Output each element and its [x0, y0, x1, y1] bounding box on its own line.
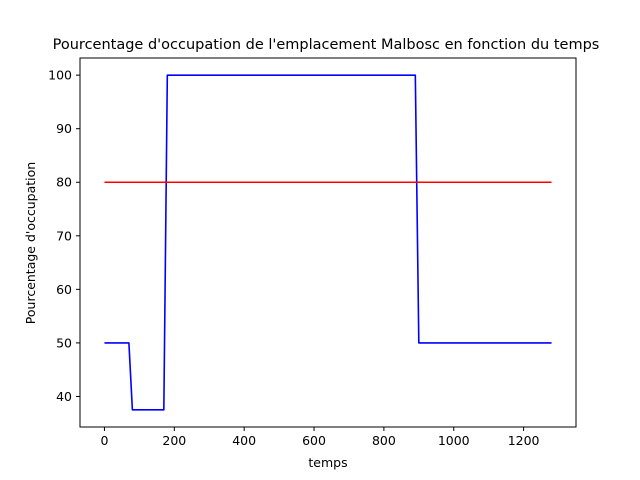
y-tick-label: 70: [56, 228, 72, 243]
y-tick-label: 60: [56, 282, 72, 297]
y-tick-label: 40: [56, 389, 72, 404]
x-tick-label: 800: [372, 433, 396, 448]
y-tick-label: 80: [56, 175, 72, 190]
series-layer: [104, 74, 552, 411]
y-tick-label: 100: [48, 68, 72, 83]
x-axis-ticks: 0 200 400 600 800 1000 1200: [100, 427, 540, 448]
y-axis-label: Pourcentage d'occupation: [23, 162, 38, 324]
y-tick-label: 90: [56, 121, 72, 136]
x-tick-label: 600: [302, 433, 326, 448]
x-tick-label: 200: [162, 433, 186, 448]
y-tick-label: 50: [56, 335, 72, 350]
x-axis-label: temps: [308, 455, 347, 470]
chart-title: Pourcentage d'occupation de l'emplacemen…: [53, 37, 600, 53]
x-tick-label: 1000: [438, 433, 470, 448]
plot-frame: [79, 57, 577, 428]
x-tick-label: 0: [100, 433, 108, 448]
y-axis-ticks: 40 50 60 70 80 90 100: [48, 68, 80, 404]
x-tick-label: 400: [232, 433, 256, 448]
x-tick-label: 1200: [508, 433, 540, 448]
series-line-0: [104, 74, 552, 411]
